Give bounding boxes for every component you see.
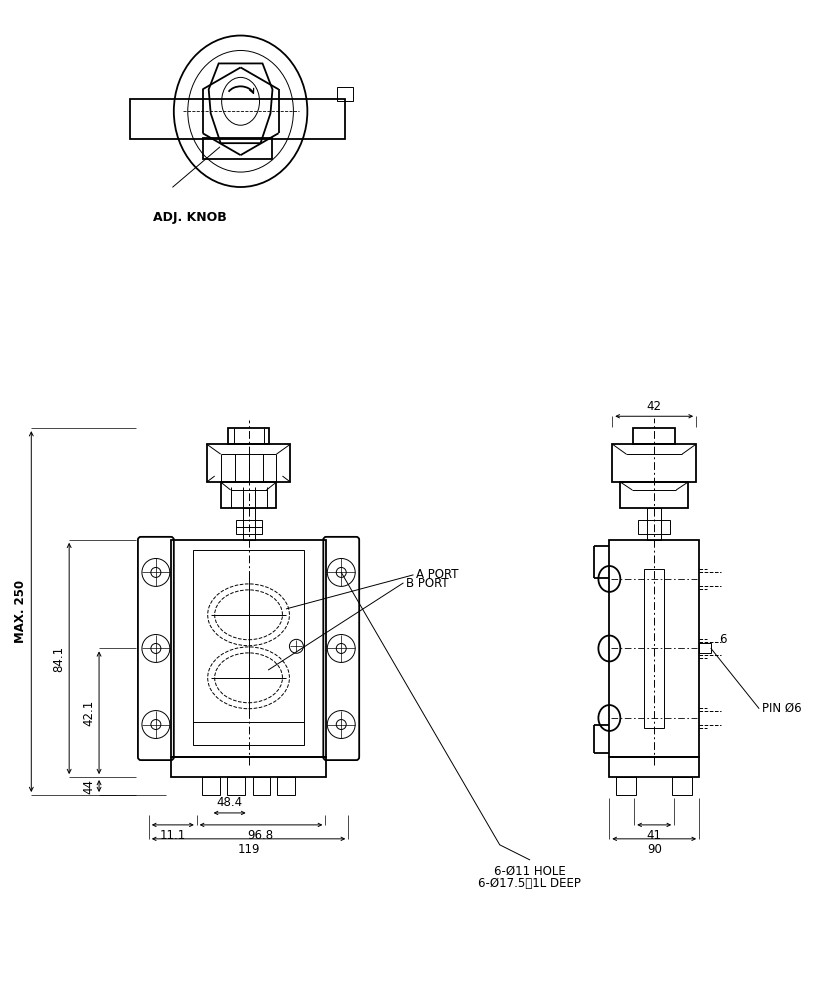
Bar (206, 444, 290, 482)
Text: PIN Ø6: PIN Ø6 (762, 702, 801, 715)
Bar (609, 540, 699, 757)
Text: ADJ. KNOB: ADJ. KNOB (153, 211, 226, 224)
Text: 11.1: 11.1 (160, 829, 186, 842)
Bar (228, 428, 270, 444)
Text: 41: 41 (646, 829, 661, 842)
Text: 96.8: 96.8 (247, 829, 274, 842)
Bar (171, 540, 326, 757)
Bar (201, 777, 220, 795)
Text: 119: 119 (237, 843, 260, 856)
Bar (171, 757, 326, 777)
Bar (621, 482, 688, 508)
Text: 44: 44 (82, 779, 95, 794)
Text: 90: 90 (646, 843, 661, 856)
Bar (337, 88, 354, 102)
Bar (672, 777, 692, 795)
Bar (220, 482, 276, 508)
Text: A PORT: A PORT (416, 569, 458, 582)
Bar (612, 444, 696, 482)
Bar (633, 428, 675, 444)
Text: 6-Ø17.5⁳1L DEEP: 6-Ø17.5⁳1L DEEP (478, 877, 581, 889)
Bar (647, 508, 661, 540)
Text: 6: 6 (719, 633, 726, 646)
Text: 48.4: 48.4 (216, 796, 243, 809)
Bar (644, 569, 664, 728)
Bar (243, 508, 255, 540)
Text: 6-Ø11 HOLE: 6-Ø11 HOLE (493, 865, 566, 878)
Bar (609, 757, 699, 777)
Bar (130, 100, 345, 139)
Bar (277, 777, 295, 795)
Bar (193, 550, 305, 745)
Bar (638, 520, 670, 533)
Text: B PORT: B PORT (406, 577, 448, 590)
Bar (617, 777, 636, 795)
Text: 42: 42 (646, 400, 661, 413)
Text: 42.1: 42.1 (82, 700, 95, 726)
Text: MAX. 250: MAX. 250 (14, 580, 27, 643)
Bar (235, 520, 261, 533)
Bar (203, 138, 273, 159)
Text: 84.1: 84.1 (52, 646, 65, 671)
Bar (253, 777, 270, 795)
Bar (699, 644, 711, 654)
Bar (226, 777, 245, 795)
